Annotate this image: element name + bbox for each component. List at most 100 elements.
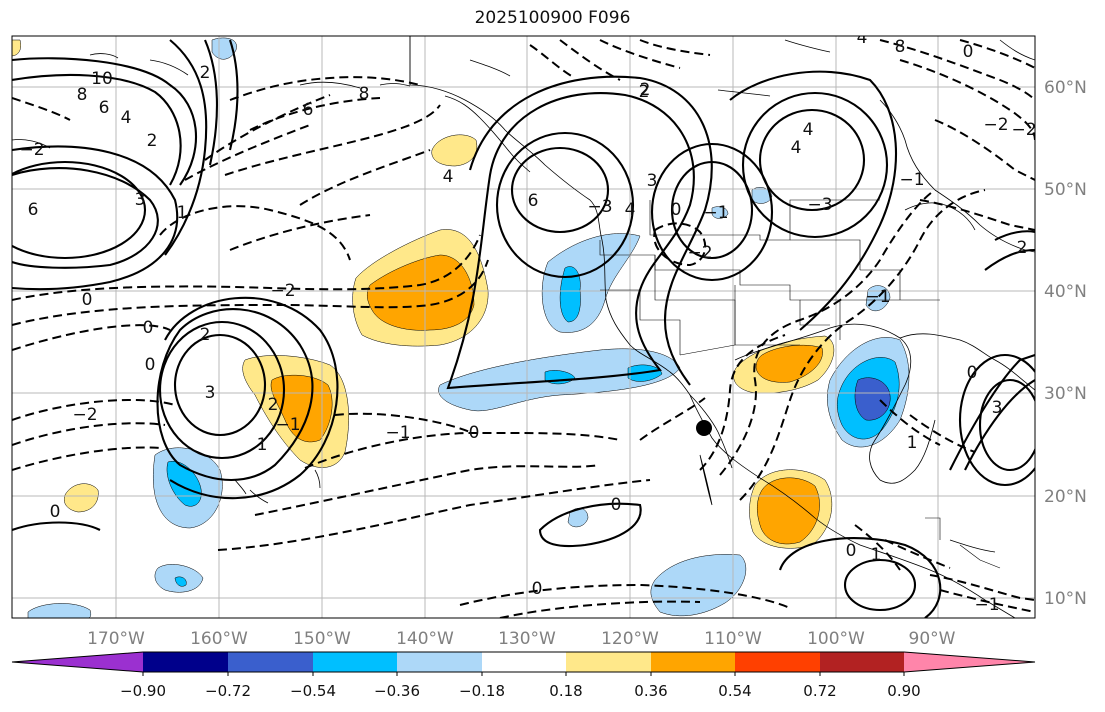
max-negative-core	[854, 377, 891, 421]
solid-contours	[12, 39, 1035, 618]
contour-label: 6	[303, 100, 314, 120]
contour-label: 4	[625, 200, 636, 220]
lon-label: 170°W	[87, 629, 145, 649]
colorbar-extend-low	[12, 652, 143, 672]
contour-label: 2	[268, 395, 279, 415]
lon-label: 140°W	[396, 629, 454, 649]
contour-label: −2	[1011, 120, 1036, 140]
contour-label: 3	[647, 171, 658, 191]
contour-label: −2	[687, 243, 712, 263]
contour-label: 0	[967, 363, 978, 383]
colorbar-tick: −0.90	[120, 682, 166, 700]
colorbar-segment	[143, 652, 228, 672]
colorbar-tick: −0.54	[290, 682, 336, 700]
colorbar-segment	[313, 652, 397, 672]
map-frame	[11, 35, 1036, 619]
colorbar-tick: −0.36	[374, 682, 420, 700]
contour-label: 10	[91, 69, 113, 89]
contour-label: 4	[443, 167, 454, 187]
contour-label: −2	[19, 140, 44, 160]
colorbar-segment	[820, 652, 904, 672]
lon-label: 160°W	[190, 629, 248, 649]
contour-label: 6	[528, 191, 539, 211]
colorbar-tick: 0.54	[718, 682, 751, 700]
contour-label: 0	[82, 290, 93, 310]
contour-label: 6	[28, 200, 39, 220]
contour-label: 3	[992, 398, 1003, 418]
contour-label: −1	[385, 423, 410, 443]
contour-label: 2	[639, 82, 650, 102]
lat-label: 60°N	[1044, 78, 1087, 98]
contour-label: −2	[270, 281, 295, 301]
lon-label: 130°W	[498, 629, 556, 649]
map-title: 2025100900 F096	[474, 8, 631, 28]
contour-label: −1	[899, 170, 924, 190]
contour-label: 0	[671, 200, 682, 220]
lat-label: 10°N	[1044, 589, 1087, 609]
map-panel: 10 8 6 4 2 3 1 2 8 6 −2 0 0 2 3 2 1 −2 −…	[12, 28, 1036, 618]
contour-label: −1	[865, 287, 890, 307]
colorbar-segment	[735, 652, 820, 672]
graticule	[12, 36, 1035, 618]
contour-label: 1	[907, 433, 918, 453]
contour-label: 0	[469, 423, 480, 443]
lon-label: 150°W	[293, 629, 351, 649]
contour-label: 0	[611, 495, 622, 515]
coastlines	[12, 36, 1035, 618]
lon-label: 100°W	[807, 629, 865, 649]
latitude-axis: 60°N 50°N 40°N 30°N 20°N 10°N	[1044, 78, 1087, 609]
lon-label: 120°W	[601, 629, 659, 649]
colorbar-tick: −0.18	[459, 682, 505, 700]
dashed-contours	[12, 39, 1035, 618]
contour-labels: 10 8 6 4 2 3 1 2 8 6 −2 0 0 2 3 2 1 −2 −…	[19, 28, 1036, 615]
contour-label: −3	[807, 195, 832, 215]
contour-label: −2	[983, 115, 1008, 135]
contour-label: 4	[803, 120, 814, 140]
lat-label: 40°N	[1044, 282, 1087, 302]
contour-label: 3	[205, 383, 216, 403]
contour-label: −1	[275, 415, 300, 435]
contour-label: 0	[963, 42, 974, 62]
contour-label: 0	[50, 502, 61, 522]
contour-label: 6	[99, 98, 110, 118]
contour-label: −1	[974, 595, 999, 615]
contour-label: 2	[1017, 238, 1028, 258]
lon-label: 90°W	[909, 629, 956, 649]
contour-label: 4	[791, 138, 802, 158]
location-marker	[696, 420, 712, 436]
contour-label: 0	[143, 318, 154, 338]
contour-label: 1	[177, 203, 188, 223]
contour-label: 0	[532, 579, 543, 599]
colorbar-tick: 0.72	[803, 682, 836, 700]
colorbar-tick: 0.18	[549, 682, 582, 700]
contour-label: −2	[72, 405, 97, 425]
colorbar-segment	[482, 652, 566, 672]
colorbar-segment	[397, 652, 482, 672]
contour-label: 1	[257, 435, 268, 455]
contour-label: −3	[587, 197, 612, 217]
colorbar-tick: 0.36	[634, 682, 667, 700]
contour-label: 8	[359, 84, 370, 104]
contour-label: 0	[846, 541, 857, 561]
colorbar-segment	[566, 652, 651, 672]
colorbar-extend-high	[904, 652, 1035, 672]
colorbar: −0.90 −0.72 −0.54 −0.36 −0.18 0.18 0.36 …	[11, 651, 1036, 700]
contour-label: 4	[121, 108, 132, 128]
longitude-axis: 170°W 160°W 150°W 140°W 130°W 120°W 110°…	[87, 629, 956, 649]
lat-label: 50°N	[1044, 180, 1087, 200]
contour-label: 1	[871, 545, 882, 565]
contour-label: 2	[640, 80, 651, 100]
colorbar-tick: 0.90	[887, 682, 920, 700]
contour-label: 8	[895, 37, 906, 57]
contour-label: 4	[857, 28, 868, 48]
lon-label: 110°W	[704, 629, 762, 649]
contour-label: 0	[145, 355, 156, 375]
colorbar-tick: −0.72	[205, 682, 251, 700]
contour-label: 2	[200, 63, 211, 83]
contour-label: 3	[135, 190, 146, 210]
colorbar-segment	[228, 652, 313, 672]
lat-label: 30°N	[1044, 384, 1087, 404]
contour-label: 2	[200, 325, 211, 345]
colorbar-segment	[651, 652, 735, 672]
